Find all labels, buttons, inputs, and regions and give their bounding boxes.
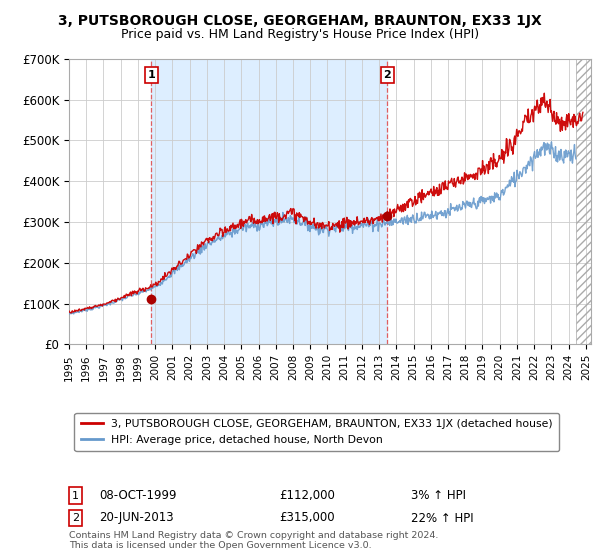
Text: £315,000: £315,000 xyxy=(279,511,335,525)
Text: 2: 2 xyxy=(72,513,79,523)
Text: 3% ↑ HPI: 3% ↑ HPI xyxy=(411,489,466,502)
Text: 20-JUN-2013: 20-JUN-2013 xyxy=(99,511,173,525)
Text: 1: 1 xyxy=(148,70,155,80)
Legend: 3, PUTSBOROUGH CLOSE, GEORGEHAM, BRAUNTON, EX33 1JX (detached house), HPI: Avera: 3, PUTSBOROUGH CLOSE, GEORGEHAM, BRAUNTO… xyxy=(74,413,559,451)
Text: 1: 1 xyxy=(72,491,79,501)
Bar xyxy=(576,59,591,344)
Text: 3, PUTSBOROUGH CLOSE, GEORGEHAM, BRAUNTON, EX33 1JX: 3, PUTSBOROUGH CLOSE, GEORGEHAM, BRAUNTO… xyxy=(58,14,542,28)
Text: 22% ↑ HPI: 22% ↑ HPI xyxy=(411,511,473,525)
Bar xyxy=(151,59,387,344)
Text: £112,000: £112,000 xyxy=(279,489,335,502)
Bar xyxy=(576,59,591,344)
Text: 08-OCT-1999: 08-OCT-1999 xyxy=(99,489,176,502)
Text: Price paid vs. HM Land Registry's House Price Index (HPI): Price paid vs. HM Land Registry's House … xyxy=(121,28,479,41)
Text: Contains HM Land Registry data © Crown copyright and database right 2024.
This d: Contains HM Land Registry data © Crown c… xyxy=(69,530,439,550)
Text: 2: 2 xyxy=(383,70,391,80)
